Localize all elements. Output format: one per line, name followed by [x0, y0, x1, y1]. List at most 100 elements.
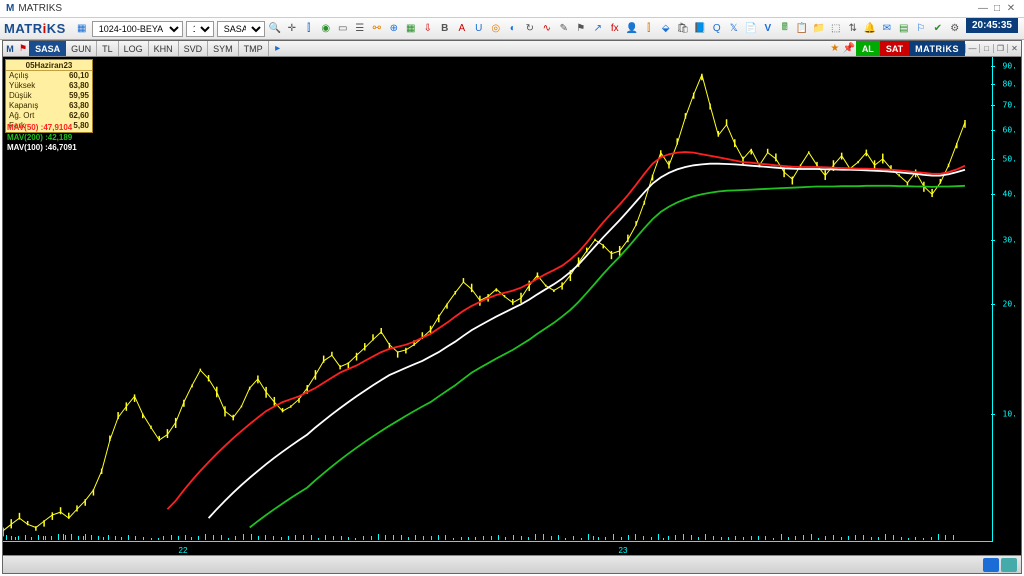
folder-icon[interactable]: 📁: [812, 22, 826, 36]
period-btn-sym[interactable]: SYM: [208, 41, 239, 56]
bars-icon[interactable]: ⫿: [642, 22, 656, 36]
wave-icon[interactable]: ∿: [540, 22, 554, 36]
calc-icon[interactable]: 🖩: [778, 22, 792, 36]
mail-icon[interactable]: ✉: [880, 22, 894, 36]
matriks-badge: MATRiKS: [909, 41, 965, 56]
flag2-icon[interactable]: ⚐: [914, 22, 928, 36]
y-tick-label: 50.: [1003, 154, 1017, 163]
y-tick-label: 10.: [1003, 410, 1017, 419]
y-tick-label: 70.: [1003, 101, 1017, 110]
letter-v-icon[interactable]: V: [761, 22, 775, 36]
chart-max-icon[interactable]: □: [979, 44, 993, 53]
app-title: MATRIKS: [18, 3, 62, 14]
book-icon[interactable]: 📘: [693, 22, 707, 36]
trend-icon[interactable]: ↗: [591, 22, 605, 36]
list-icon[interactable]: ☰: [353, 22, 367, 36]
chart-flag-icon: ⚑: [17, 43, 29, 54]
chart-logo-icon: M: [3, 44, 17, 54]
chart-close-icon[interactable]: ✕: [1007, 44, 1021, 53]
zoom-in-icon[interactable]: 🔍: [268, 22, 282, 36]
symbol-select[interactable]: SASA: [217, 21, 265, 37]
chart-toolbar: M ⚑ SASA GUNTLLOGKHNSVDSYMTMP ▸ ★ 📌 AL S…: [3, 41, 1021, 57]
indicator-label: MAV(200) :42,189: [7, 133, 72, 142]
app-logo-letter: M: [6, 3, 14, 14]
search-icon[interactable]: Q: [710, 22, 724, 36]
y-tick-label: 80.: [1003, 80, 1017, 89]
status-icon-b[interactable]: [1001, 558, 1017, 572]
main-toolbar: MATRiKS ▦ 1024-100-BEYA 1 SASA 🔍 ✛ ⫿ ◉ ▭…: [0, 18, 1024, 40]
globe-icon[interactable]: ⊕: [387, 22, 401, 36]
letter-u-icon[interactable]: U: [472, 22, 486, 36]
page-icon[interactable]: 📄: [744, 22, 758, 36]
x-tick-label: 22: [179, 546, 188, 555]
chart-statusbar: [3, 555, 1021, 573]
window-maximize-icon[interactable]: □: [990, 3, 1004, 14]
letter-a-icon[interactable]: A: [455, 22, 469, 36]
chart-chevron-icon[interactable]: ▸: [271, 42, 285, 56]
gear-icon[interactable]: ⚙: [948, 22, 962, 36]
square-icon[interactable]: ⬚: [829, 22, 843, 36]
circle-icon[interactable]: ◐: [506, 22, 520, 36]
monitor-icon[interactable]: ▭: [336, 22, 350, 36]
person-icon[interactable]: 👤: [625, 22, 639, 36]
price-chart: [3, 57, 993, 555]
x-tick-label: 23: [619, 546, 628, 555]
ohlc-row: Ağ. Ort62,60: [6, 111, 92, 121]
ohlc-row: Yüksek63,80: [6, 81, 92, 91]
period-btn-svd[interactable]: SVD: [179, 41, 209, 56]
table-icon[interactable]: ▦: [404, 22, 418, 36]
clock: 20:45:35: [966, 18, 1018, 33]
buy-button[interactable]: AL: [856, 41, 880, 56]
grid-icon[interactable]: ▦: [75, 22, 89, 36]
tool-a-icon[interactable]: ⬙: [659, 22, 673, 36]
period-btn-khn[interactable]: KHN: [149, 41, 179, 56]
flag-icon[interactable]: ⚑: [574, 22, 588, 36]
y-axis: 10.20.30.40.50.60.70.80.90.: [993, 57, 1021, 539]
chart-icon[interactable]: ⫿: [302, 22, 316, 36]
window-close-icon[interactable]: ✕: [1004, 3, 1018, 14]
fx-icon[interactable]: fx: [608, 22, 622, 36]
ohlc-row: Kapanış63,80: [6, 101, 92, 111]
chart-min-icon[interactable]: —: [965, 44, 979, 53]
period-btn-tl[interactable]: TL: [97, 41, 119, 56]
period-btn-log[interactable]: LOG: [119, 41, 149, 56]
sell-button[interactable]: SAT: [880, 41, 909, 56]
chart-area[interactable]: 05Haziran23 Açılış60,10Yüksek63,80Düşük5…: [3, 57, 1021, 555]
arrows-icon[interactable]: ⇅: [846, 22, 860, 36]
y-tick-label: 20.: [1003, 300, 1017, 309]
layout-select[interactable]: 1024-100-BEYA: [92, 21, 183, 37]
ohlc-row: Açılış60,10: [6, 71, 92, 81]
down-icon[interactable]: ⇩: [421, 22, 435, 36]
chart-star-icon[interactable]: ★: [828, 42, 842, 56]
link-icon[interactable]: ⚯: [370, 22, 384, 36]
chart-symbol[interactable]: SASA: [29, 41, 66, 56]
y-tick-label: 30.: [1003, 235, 1017, 244]
chart-restore-icon[interactable]: ❐: [993, 44, 1007, 53]
bag-icon[interactable]: 🛍: [676, 22, 690, 36]
doc-icon[interactable]: ✎: [557, 22, 571, 36]
crosshair-icon[interactable]: ✛: [285, 22, 299, 36]
bold-icon[interactable]: B: [438, 22, 452, 36]
window-minimize-icon[interactable]: —: [976, 3, 990, 14]
twitter-icon[interactable]: 𝕏: [727, 22, 741, 36]
bubble-icon[interactable]: ◉: [319, 22, 333, 36]
window-titlebar: M MATRIKS — □ ✕: [0, 0, 1024, 18]
indicator-label: MAV(50) :47,9104: [7, 123, 72, 132]
check-icon[interactable]: ✔: [931, 22, 945, 36]
target-icon[interactable]: ◎: [489, 22, 503, 36]
refresh-icon[interactable]: ↻: [523, 22, 537, 36]
period-btn-tmp[interactable]: TMP: [239, 41, 269, 56]
period-btn-gun[interactable]: GUN: [66, 41, 97, 56]
x-axis: 22 23: [3, 541, 993, 555]
indicator-label: MAV(100) :46,7091: [7, 143, 77, 152]
number-select[interactable]: 1: [186, 21, 214, 37]
status-icon-a[interactable]: [983, 558, 999, 572]
chart-pin-icon[interactable]: 📌: [842, 42, 856, 56]
y-tick-label: 60.: [1003, 125, 1017, 134]
bell-icon[interactable]: 🔔: [863, 22, 877, 36]
y-tick-label: 40.: [1003, 190, 1017, 199]
note-icon[interactable]: 📋: [795, 22, 809, 36]
xls-icon[interactable]: ▤: [897, 22, 911, 36]
ohlc-row: Düşük59,95: [6, 91, 92, 101]
chart-window: M ⚑ SASA GUNTLLOGKHNSVDSYMTMP ▸ ★ 📌 AL S…: [2, 40, 1022, 574]
